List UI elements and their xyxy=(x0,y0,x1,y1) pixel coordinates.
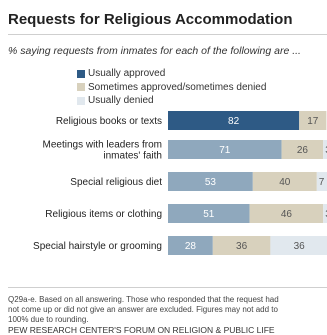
bar-usually-denied xyxy=(323,204,327,223)
data-label-usually-denied: 3 xyxy=(325,209,327,220)
category-label: Special hairstyle or grooming xyxy=(33,241,162,252)
data-label-sometimes: 17 xyxy=(307,116,319,127)
bar-usually-approved xyxy=(168,172,253,191)
data-label-sometimes: 36 xyxy=(236,241,248,252)
bar-sometimes xyxy=(249,204,324,223)
data-label-usually-denied: 3 xyxy=(325,145,327,156)
chart-note: Q29a-e. Based on all answering. Those wh… xyxy=(8,295,327,325)
data-label-sometimes: 40 xyxy=(279,177,291,188)
bar-sometimes xyxy=(252,172,317,191)
chart-title: Requests for Religious Accommodation xyxy=(8,11,293,28)
category-label: Religious items or clothing xyxy=(45,209,162,220)
legend: Usually approved Sometimes approved/some… xyxy=(77,67,266,108)
legend-item-usually-denied: Usually denied xyxy=(77,94,266,108)
legend-label-sometimes: Sometimes approved/sometimes denied xyxy=(88,81,267,93)
bar-usually-approved xyxy=(168,204,250,223)
bar-usually-approved xyxy=(168,236,213,255)
legend-swatch-usually-denied xyxy=(77,96,85,105)
note-rule xyxy=(8,287,327,288)
legend-swatch-usually-approved xyxy=(77,69,85,78)
data-label-usually-approved: 28 xyxy=(185,241,197,252)
note-line: 100% due to rounding. xyxy=(8,315,89,324)
data-label-usually-approved: 51 xyxy=(203,209,215,220)
note-line: Q29a-e. Based on all answering. Those wh… xyxy=(8,295,279,304)
legend-item-usually-approved: Usually approved xyxy=(77,67,266,81)
category-label: Special religious diet xyxy=(70,177,162,188)
category-label: Meetings with leaders from inmates' faith xyxy=(43,140,163,162)
data-label-sometimes: 46 xyxy=(281,209,293,220)
bar-sometimes xyxy=(281,140,324,159)
source-credit: PEW RESEARCH CENTER'S FORUM ON RELIGION … xyxy=(8,325,275,335)
bar-usually-approved xyxy=(168,111,300,130)
bar-sometimes xyxy=(212,236,271,255)
bar-usually-approved xyxy=(168,140,282,159)
data-label-usually-approved: 53 xyxy=(205,177,217,188)
legend-label-usually-denied: Usually denied xyxy=(88,95,154,107)
legend-item-sometimes: Sometimes approved/sometimes denied xyxy=(77,81,266,95)
bar-usually-denied xyxy=(316,172,327,191)
data-label-usually-denied: 36 xyxy=(294,241,306,252)
legend-swatch-sometimes xyxy=(77,83,85,92)
legend-label-usually-approved: Usually approved xyxy=(88,68,166,80)
chart-subtitle: % saying requests from inmates for each … xyxy=(8,45,301,57)
data-label-usually-denied: 7 xyxy=(319,177,325,188)
data-label-usually-approved: 82 xyxy=(228,116,240,127)
note-line: not come up or did not give an answer ar… xyxy=(8,305,278,314)
bar-sometimes xyxy=(299,111,327,130)
title-rule xyxy=(8,34,327,35)
data-label-sometimes: 26 xyxy=(297,145,309,156)
bar-usually-denied xyxy=(270,236,327,255)
bar-usually-denied xyxy=(323,140,327,159)
category-label: Religious books or texts xyxy=(56,116,162,127)
data-label-usually-approved: 71 xyxy=(219,145,231,156)
